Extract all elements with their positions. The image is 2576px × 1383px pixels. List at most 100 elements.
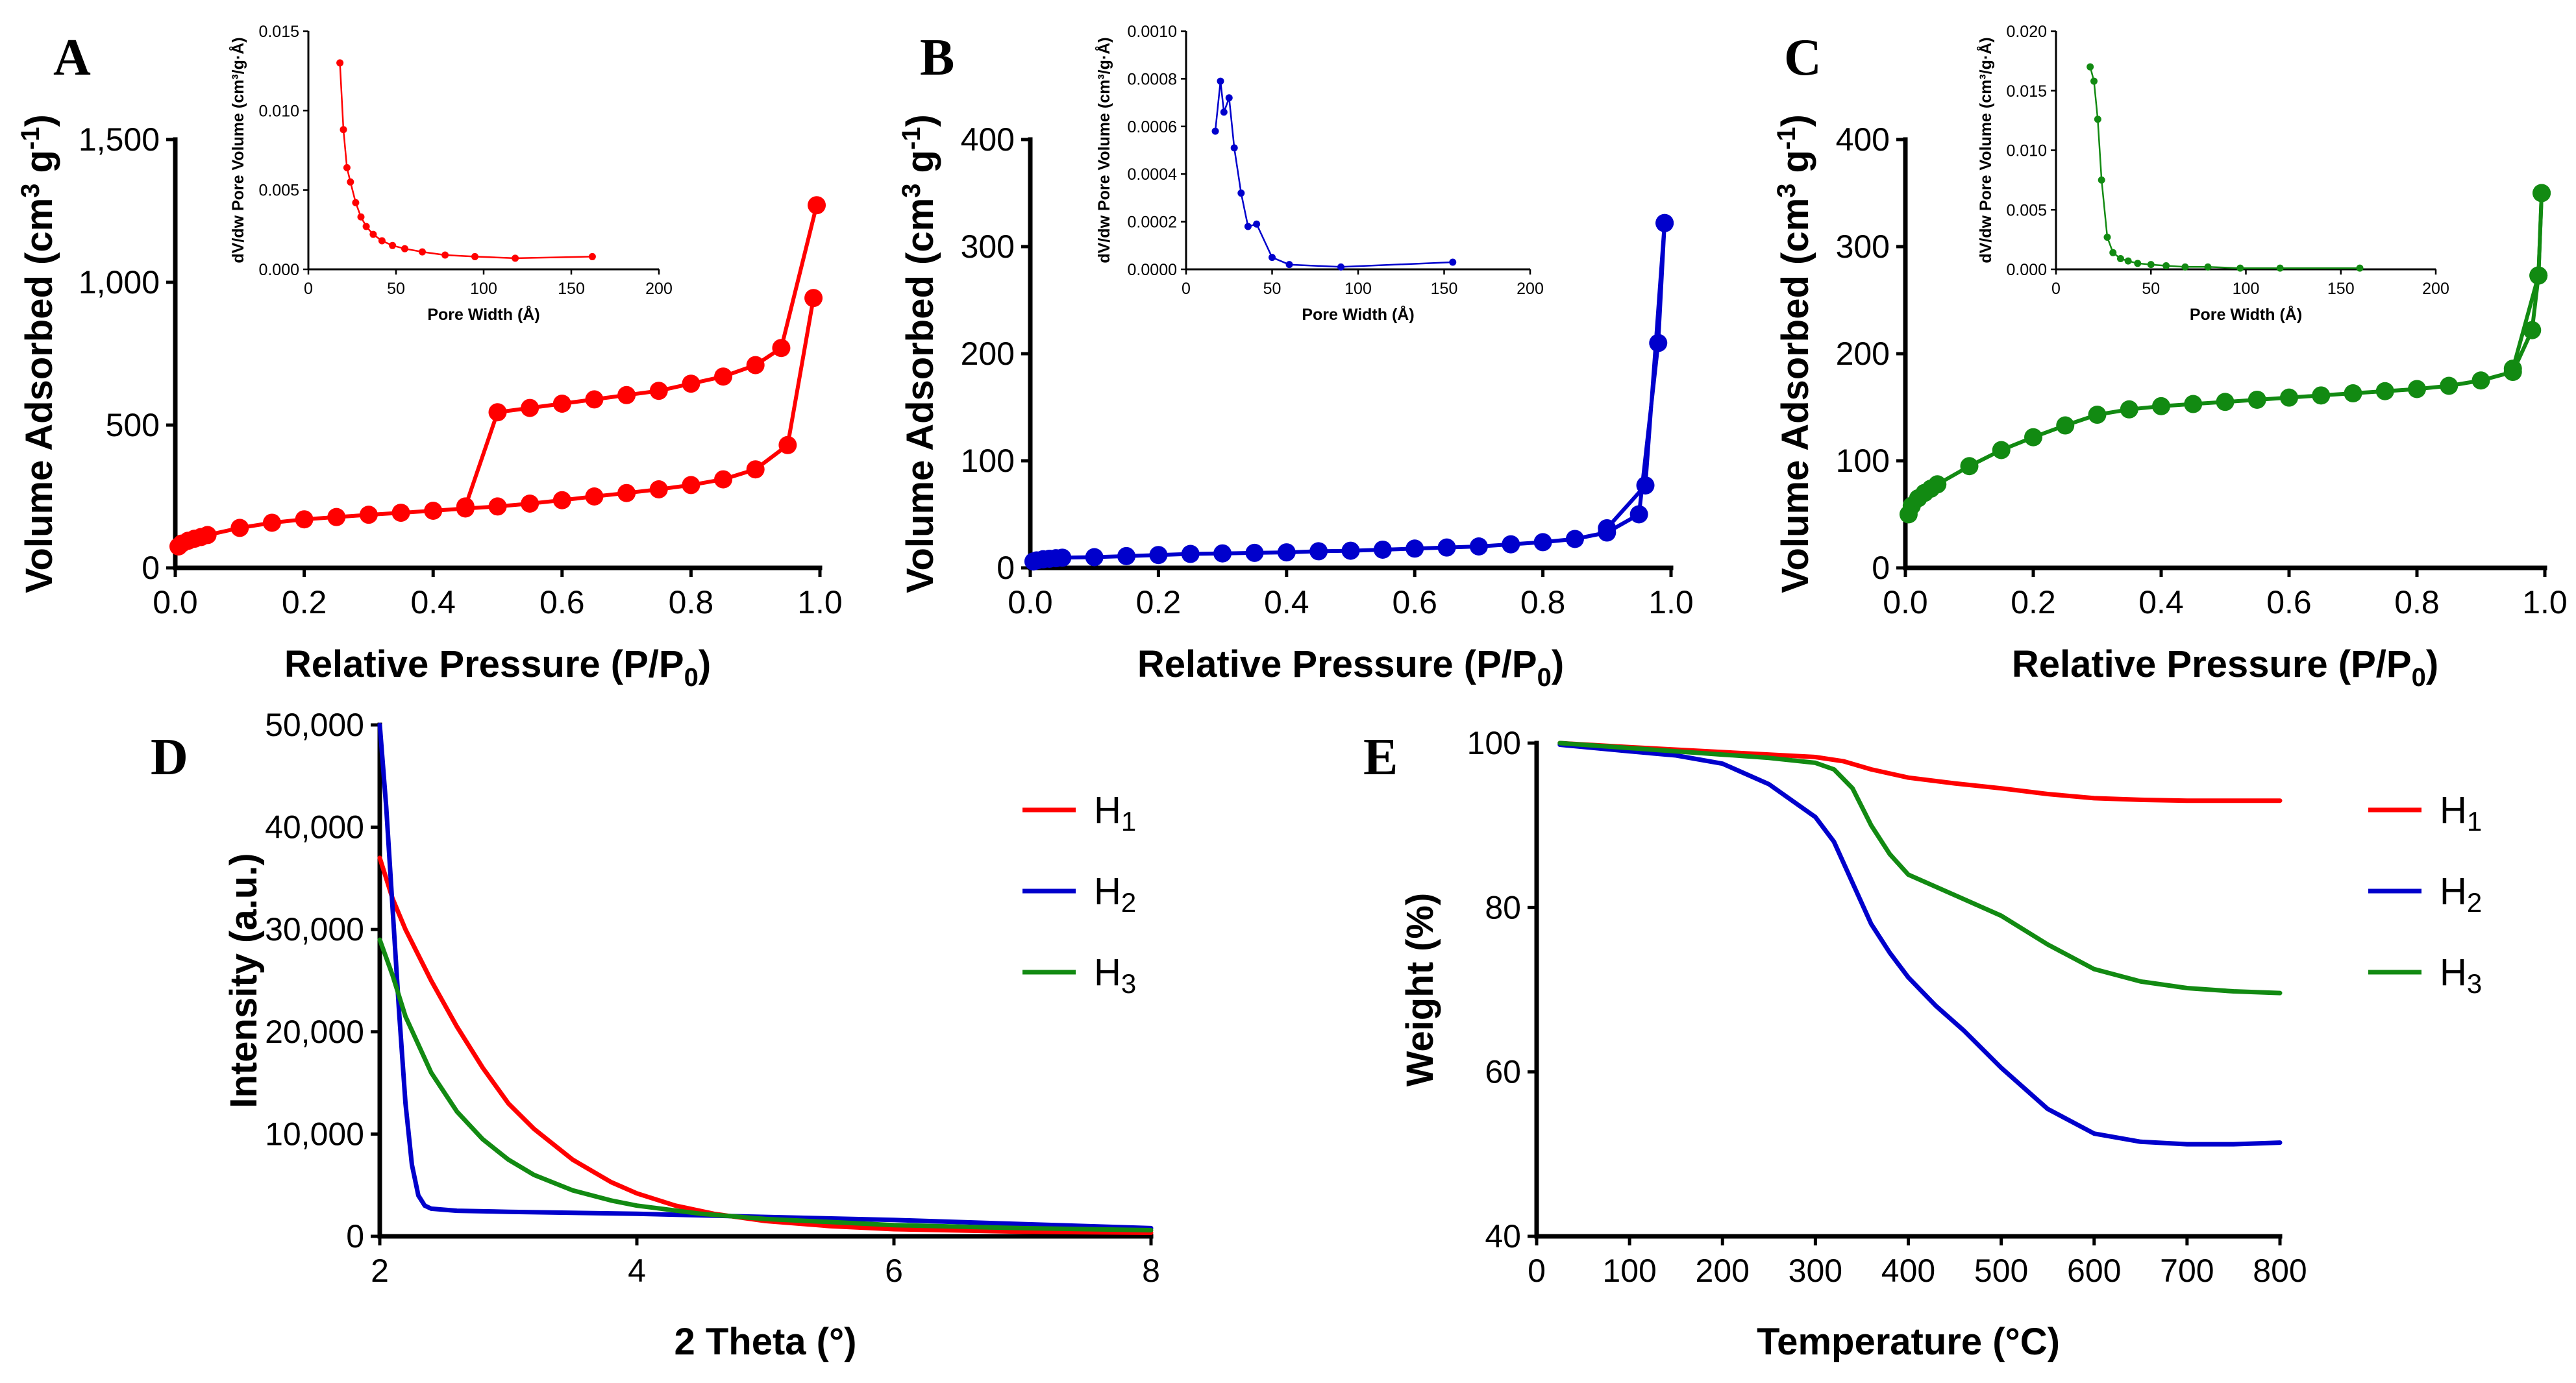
y-axis-label-superscript: 3 [1772,184,1801,198]
y-tick-label: 1,000 [79,264,160,300]
data-point [1565,530,1584,548]
legend-label: H2 [2440,870,2482,918]
data-point [521,398,539,417]
inset-x-tick-label: 150 [1431,280,1458,298]
data-point [772,339,791,358]
inset-data-point [1211,127,1219,135]
inset-data-point [1337,263,1344,271]
inset-data-point [2181,263,2189,271]
x-tick-label: 0.4 [410,584,456,620]
data-point [1341,541,1360,560]
x-tick-label: 500 [1974,1253,2028,1289]
y-tick-label: 20,000 [265,1014,364,1050]
x-tick-label: 0.2 [1136,584,1182,620]
y-axis-label-superscript: -1 [1772,127,1801,150]
inset-y-axis-label: dV/dw Pore Volume (cm³/g·Å) [1976,37,1995,263]
x-tick-label: 2 [371,1253,389,1289]
inset-data-point [2236,264,2244,272]
y-tick-label: 500 [106,407,160,443]
x-axis-label: Relative Pressure (P/P0) [284,643,711,692]
y-axis-label: Weight (%) [1399,893,1441,1087]
data-point [2440,376,2458,395]
y-tick-label: 400 [961,121,1015,158]
inset-x-tick-label: 150 [2327,280,2355,298]
data-point [488,403,507,422]
y-tick-label: 0 [346,1218,364,1254]
data-point [1992,441,2011,459]
inset-x-tick-label: 50 [1263,280,1282,298]
y-tick-label: 60 [1485,1054,1521,1090]
x-tick-label: 1.0 [797,584,843,620]
x-tick-label: 0.4 [2138,584,2184,620]
data-point [2529,266,2548,285]
y-tick-label: 80 [1485,889,1521,925]
inset-pore-size-distribution: 0 50 100 150 200 0.0000 0.0002 0.0004 0.0006 0.00… [1095,23,1544,324]
inset-y-tick-label: 0.020 [2006,23,2047,41]
y-axis-label-superscript: 3 [897,184,926,198]
y-axis-label-end: ) [18,114,60,127]
inset-x-axis-label: Pore Width (Å) [427,305,539,324]
data-point [2056,416,2075,435]
data-point [1437,538,1456,557]
data-point [230,519,249,537]
inset-data-point [1237,190,1245,197]
inset-x-tick-label: 100 [470,280,497,298]
inset-y-tick-label: 0.0010 [1128,23,1177,41]
inset-data-point [2094,116,2101,123]
data-point [262,513,281,532]
data-point [1085,548,1104,567]
inset-y-tick-label: 0.0008 [1128,70,1177,88]
legend-label: H1 [2440,789,2482,837]
legend-label-subscript: 3 [2467,968,2482,999]
inset-x-tick-label: 50 [2142,280,2160,298]
x-axis-label-subscript: 0 [1537,663,1552,692]
data-point [2184,395,2203,413]
x-tick-label: 6 [885,1253,903,1289]
data-point [1181,545,1200,563]
inset-data-point [2116,254,2124,262]
x-axis-label: Relative Pressure (P/P0) [2012,643,2438,692]
data-point [2120,400,2138,419]
series-line-h2 [377,722,1154,1230]
inset-data-point [369,230,377,238]
inset-y-axis-label: dV/dw Pore Volume (cm³/g·Å) [229,37,247,263]
legend-label-subscript: 2 [2467,887,2482,918]
x-tick-label: 100 [1602,1253,1656,1289]
inset-data-point [1244,223,1252,230]
legend-label-subscript: 2 [1121,887,1136,918]
inset-data-point [401,245,408,252]
data-point [552,491,571,509]
inset-data-point [1225,94,1233,102]
y-axis-label-superscript: 3 [16,184,45,198]
inset-series-line [339,62,593,260]
data-point [1309,542,1328,561]
panel-b: B0.0 0.2 0.4 0.6 0.8 1.00100200300400Relative… [897,23,1694,692]
x-axis-label: 2 Theta (°) [675,1321,857,1363]
data-point [2024,428,2042,447]
panel-c: C0.0 0.2 0.4 0.6 0.8 1.00100200300400Relative… [1772,23,2568,692]
data-point [2280,388,2298,407]
x-tick-label: 0.6 [539,584,585,620]
x-tick-label: 0.6 [1392,584,1437,620]
x-tick-label: 0.4 [1264,584,1309,620]
inset-y-tick-label: 0.0006 [1128,118,1177,136]
data-point [2408,380,2426,398]
data-point [456,497,475,516]
x-axis-label: Relative Pressure (P/P0) [1137,643,1564,692]
inset-series-line [1214,80,1453,268]
data-point [808,196,826,215]
x-tick-label: 600 [2067,1253,2121,1289]
legend-label-subscript: 1 [1121,806,1136,837]
x-axis-label-text: Relative Pressure (P/P [2012,643,2412,685]
data-point [2216,393,2235,411]
inset-data-point [512,254,519,262]
inset-data-point [1269,254,1276,262]
x-axis-label-subscript: 0 [2412,663,2426,692]
inset-data-point [2276,264,2284,272]
x-axis-label-subscript: 0 [684,663,699,692]
data-point [391,504,410,522]
x-axis-label-end: ) [1552,643,1564,685]
inset-y-tick-label: 0.015 [258,23,299,41]
data-point [1277,543,1296,562]
x-tick-label: 800 [2253,1253,2307,1289]
